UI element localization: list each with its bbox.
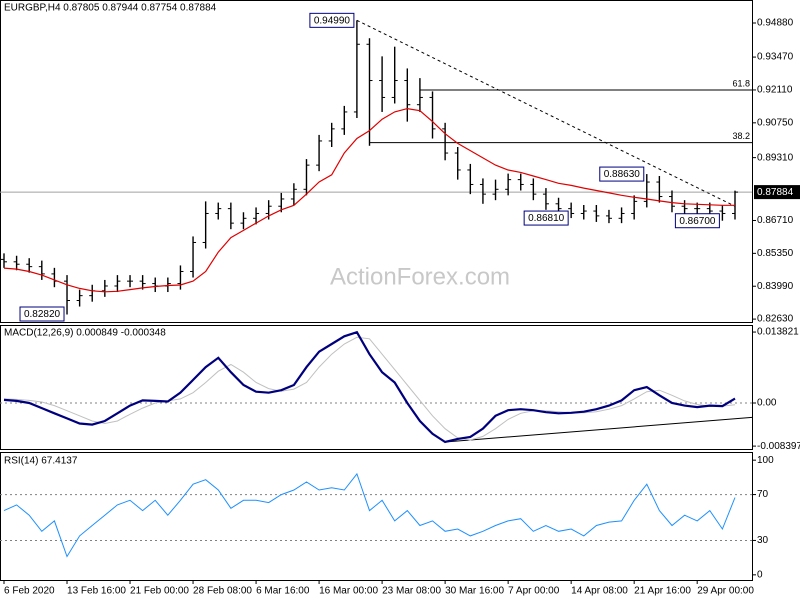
fib-label: 61.8 [732, 78, 750, 88]
y-tick-label: 0.94880 [757, 18, 794, 29]
fib-label: 38.2 [732, 131, 750, 141]
annotation-label: 0.86700 [679, 216, 716, 227]
annotation-label: 0.82820 [24, 309, 61, 320]
trendline [356, 19, 736, 207]
y-tick-label: 70 [757, 489, 769, 500]
y-tick-label: 0.00 [757, 398, 777, 409]
watermark: ActionForex.com [330, 263, 510, 290]
annotation-label: 0.86810 [528, 213, 565, 224]
x-tick-label: 23 Mar 08:00 [382, 586, 441, 597]
y-tick-label: 30 [757, 535, 769, 546]
annotation-box [674, 213, 720, 229]
y-tick-label: 0.82630 [757, 314, 794, 325]
y-tick-label: 0.013821 [757, 327, 799, 338]
x-tick-label: 14 Apr 08:00 [571, 586, 628, 597]
moving-average [3, 107, 735, 293]
rsi-pane [0, 452, 753, 581]
y-tick-label: 0.93470 [757, 52, 794, 63]
trendline [445, 416, 753, 443]
x-tick-label: 6 Mar 16:00 [256, 586, 310, 597]
indicator-line [3, 336, 736, 441]
macd-pane [0, 325, 753, 450]
macd-title: MACD(12,26,9) 0.000849 -0.000348 [4, 328, 166, 339]
annotation-box [599, 166, 645, 182]
annotation-label: 0.88630 [604, 169, 641, 180]
y-tick-label: -0.008397 [757, 441, 800, 452]
annotation-box [309, 12, 355, 28]
y-tick-label: 0.83990 [757, 281, 794, 292]
y-tick-label: 0 [757, 569, 763, 580]
x-tick-label: 29 Apr 00:00 [697, 586, 754, 597]
y-tick-label: 0.86710 [757, 215, 794, 226]
y-tick-label: 0.92110 [757, 85, 793, 96]
x-tick-label: 28 Feb 08:00 [193, 586, 252, 597]
annotation-box [523, 210, 569, 226]
x-tick-label: 7 Apr 00:00 [508, 586, 560, 597]
y-tick-label: 100 [757, 455, 774, 466]
indicator-line [3, 330, 736, 444]
indicator-line [3, 472, 736, 558]
x-tick-label: 16 Mar 00:00 [319, 586, 378, 597]
rsi-title: RSI(14) 67.4137 [4, 456, 78, 467]
y-tick-label: 0.85350 [757, 248, 794, 259]
annotation-box [19, 306, 65, 322]
x-tick-label: 30 Mar 16:00 [445, 586, 504, 597]
annotation-label: 0.94990 [314, 15, 351, 26]
x-tick-label: 21 Feb 00:00 [130, 586, 189, 597]
last-price-label: 0.87884 [757, 187, 794, 198]
price-title: EURGBP,H4 0.87805 0.87944 0.87754 0.8788… [4, 3, 217, 14]
x-tick-label: 13 Feb 16:00 [67, 586, 126, 597]
x-tick-label: 21 Apr 16:00 [634, 586, 691, 597]
y-tick-label: 0.90750 [757, 117, 794, 128]
price-pane [0, 0, 753, 323]
y-tick-label: 0.89310 [757, 152, 794, 163]
last-price-box [754, 185, 800, 200]
x-tick-label: 6 Feb 2020 [4, 586, 55, 597]
